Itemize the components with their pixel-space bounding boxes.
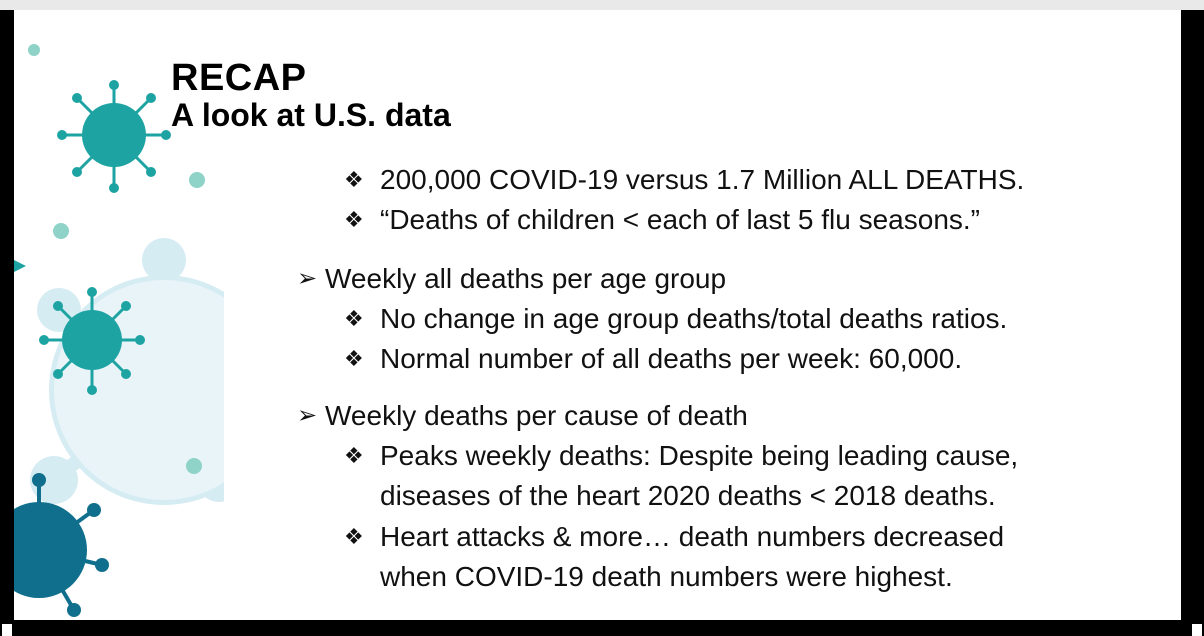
fullscreen-icon[interactable] [1192,624,1202,636]
slide-title-block: RECAP A look at U.S. data [171,58,451,132]
list-item: ❖ Normal number of all deaths per week: 6… [344,341,962,377]
list-item-continuation: diseases of the heart 2020 deaths < 2018… [380,480,996,511]
diamond-bullet-icon: ❖ [344,524,364,549]
window-top-bar [0,0,1204,10]
list-item: ❖ “Deaths of children < each of last 5 fl… [344,202,980,238]
slide-title: RECAP [171,57,307,99]
presentation-slide: RECAP A look at U.S. data ❖ 200,000 COVID… [14,10,1181,620]
diamond-bullet-icon: ❖ [344,207,364,232]
list-item-continuation: when COVID-19 death numbers were highest… [380,561,953,592]
list-heading: ➢ Weekly deaths per cause of death [297,398,748,434]
diamond-bullet-icon: ❖ [344,443,364,468]
list-item: ❖ Peaks weekly deaths: Despite being lead… [344,438,1018,474]
arrow-bullet-icon: ➢ [297,265,318,292]
arrow-bullet-icon: ➢ [297,402,318,429]
diamond-bullet-icon: ❖ [344,346,364,371]
list-item: ❖ 200,000 COVID-19 versus 1.7 Million ALL… [344,162,1024,198]
diamond-bullet-icon: ❖ [344,306,364,331]
play-pause-icon[interactable] [2,624,12,636]
virus-decoration-icon [14,44,224,617]
slide-content: ❖ 200,000 COVID-19 versus 1.7 Million ALL… [14,10,1181,620]
list-item: ❖ No change in age group deaths/total dea… [344,301,1007,337]
list-heading: ➢ Weekly all deaths per age group [297,261,726,297]
diamond-bullet-icon: ❖ [344,167,364,192]
player-control-bar [0,620,1204,636]
slide-subtitle: A look at U.S. data [171,97,451,133]
list-item: ❖ Heart attacks & more… death numbers dec… [344,519,1004,555]
